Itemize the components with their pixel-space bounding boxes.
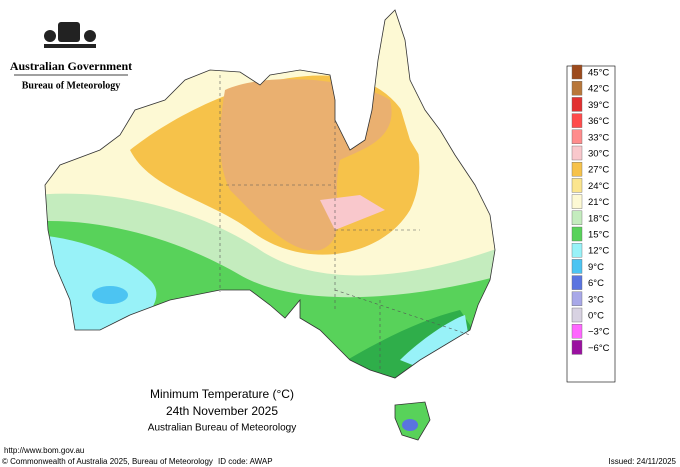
legend-swatch [571, 64, 583, 80]
legend-label: 24°C [588, 181, 609, 192]
crest [44, 22, 96, 48]
legend-label: 39°C [588, 100, 609, 111]
legend-swatch [571, 291, 583, 306]
legend-swatch [571, 145, 583, 161]
legend-swatch [571, 113, 583, 128]
legend-swatch [571, 80, 583, 96]
legend-swatch [571, 210, 583, 226]
caption-date: 24th November 2025 [166, 404, 278, 418]
legend-label: −6°C [588, 343, 610, 354]
legend-swatch [571, 161, 583, 177]
legend-label: 36°C [588, 116, 609, 127]
logo-line2: Bureau of Meteorology [22, 80, 121, 91]
legend-label: 12°C [588, 246, 609, 257]
legend-swatch [571, 259, 583, 274]
legend-swatch [571, 324, 583, 339]
legend-swatch [571, 340, 583, 355]
legend-label: 18°C [588, 213, 609, 224]
caption-source: Australian Bureau of Meteorology [148, 423, 296, 434]
legend-label: 21°C [588, 197, 609, 208]
legend-label: 42°C [588, 84, 609, 95]
legend-swatch [571, 275, 583, 290]
legend-label: 9°C [588, 262, 604, 273]
legend-label: 6°C [588, 278, 604, 289]
legend-swatch [571, 129, 583, 145]
legend-swatch [571, 97, 583, 112]
legend-label: 0°C [588, 311, 604, 322]
legend-label: 15°C [588, 230, 609, 241]
legend-label: 45°C [588, 68, 609, 79]
coastline [44, 9, 496, 379]
legend-swatch [571, 194, 583, 209]
legend-label: −3°C [588, 327, 610, 338]
footer-id: ID code: AWAP [218, 457, 273, 466]
tasmania-cold [402, 419, 418, 431]
legend-label: 27°C [588, 165, 609, 176]
footer-copyright: © Commonwealth of Australia 2025, Bureau… [2, 457, 213, 466]
legend-label: 3°C [588, 294, 604, 305]
legend: 45°C 42°C 39°C 36°C 33°C 30°C 27°C 24°C 21°C 18°C… [571, 64, 610, 355]
legend-swatch [571, 178, 583, 193]
legend-swatch [571, 226, 583, 242]
legend-label: 33°C [588, 132, 609, 143]
footer-url: http://www.bom.gov.au [4, 446, 84, 455]
legend-swatch [571, 307, 583, 323]
footer-issued: Issued: 24/11/2025 [609, 457, 677, 466]
legend-label: 30°C [588, 149, 609, 160]
caption-title: Minimum Temperature (°C) [150, 387, 294, 401]
logo-line1: Australian Government [10, 59, 132, 73]
legend-swatch [571, 242, 583, 258]
state-borders [219, 75, 471, 372]
